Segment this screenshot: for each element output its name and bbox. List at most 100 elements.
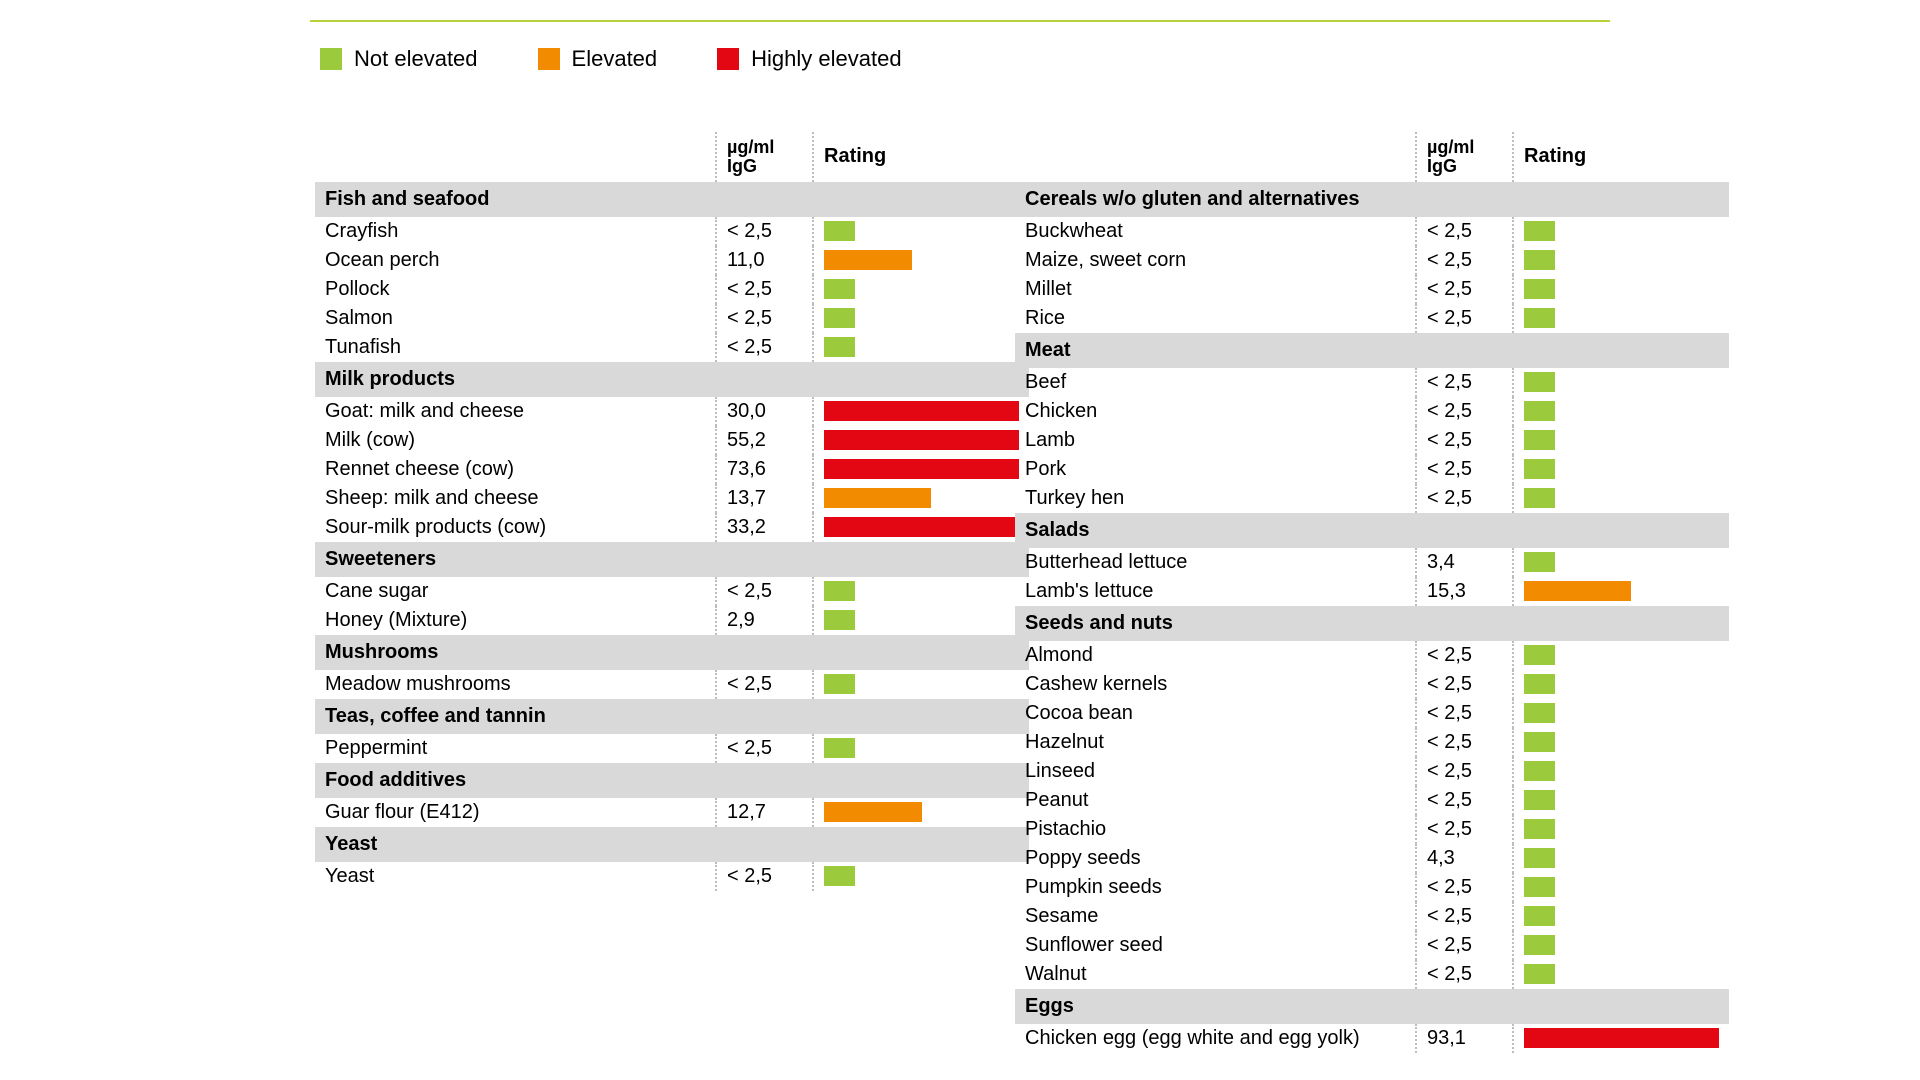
item-rating [1513, 873, 1729, 902]
item-value: 15,3 [1416, 577, 1513, 606]
item-row: Sunflower seed< 2,5 [1015, 931, 1729, 960]
item-name: Sour-milk products (cow) [315, 513, 716, 542]
item-name: Maize, sweet corn [1015, 246, 1416, 275]
rating-bar [824, 581, 855, 601]
item-row: Sheep: milk and cheese13,7 [315, 484, 1029, 513]
item-value: 73,6 [716, 455, 813, 484]
group-label: Milk products [315, 362, 1029, 397]
rating-bar [1524, 308, 1555, 328]
item-name: Rennet cheese (cow) [315, 455, 716, 484]
item-row: Rice< 2,5 [1015, 304, 1729, 333]
item-rating [1513, 397, 1729, 426]
item-rating [1513, 368, 1729, 397]
rating-bar [1524, 552, 1555, 572]
table-header: µg/mlIgGRating [315, 132, 1029, 182]
item-name: Guar flour (E412) [315, 798, 716, 827]
legend-not-elevated: Not elevated [320, 46, 478, 72]
rating-bar [824, 802, 922, 822]
rating-bar [1524, 761, 1555, 781]
item-rating [1513, 455, 1729, 484]
group-row: Salads [1015, 513, 1729, 548]
item-value: < 2,5 [716, 577, 813, 606]
rating-bar [1524, 645, 1555, 665]
item-name: Cashew kernels [1015, 670, 1416, 699]
item-name: Yeast [315, 862, 716, 891]
item-row: Linseed< 2,5 [1015, 757, 1729, 786]
item-row: Cashew kernels< 2,5 [1015, 670, 1729, 699]
item-row: Cocoa bean< 2,5 [1015, 699, 1729, 728]
rating-bar [824, 488, 931, 508]
item-row: Lamb< 2,5 [1015, 426, 1729, 455]
group-label: Yeast [315, 827, 1029, 862]
item-row: Millet< 2,5 [1015, 275, 1729, 304]
item-row: Yeast< 2,5 [315, 862, 1029, 891]
rating-bar [824, 610, 855, 630]
legend-label-not-elevated: Not elevated [354, 46, 478, 72]
item-rating [813, 304, 1029, 333]
group-row: Teas, coffee and tannin [315, 699, 1029, 734]
group-label: Cereals w/o gluten and alternatives [1015, 182, 1729, 217]
item-row: Buckwheat< 2,5 [1015, 217, 1729, 246]
item-rating [1513, 304, 1729, 333]
legend-label-elevated: Elevated [572, 46, 658, 72]
item-row: Pumpkin seeds< 2,5 [1015, 873, 1729, 902]
item-name: Pollock [315, 275, 716, 304]
item-row: Sour-milk products (cow)33,2 [315, 513, 1029, 542]
item-rating [1513, 1024, 1729, 1053]
item-value: < 2,5 [716, 304, 813, 333]
item-name: Peppermint [315, 734, 716, 763]
item-name: Lamb's lettuce [1015, 577, 1416, 606]
item-row: Walnut< 2,5 [1015, 960, 1729, 989]
item-value: 4,3 [1416, 844, 1513, 873]
group-label: Sweeteners [315, 542, 1029, 577]
rating-bar [824, 401, 1019, 421]
rating-bar [824, 430, 1019, 450]
item-value: < 2,5 [1416, 728, 1513, 757]
item-value: < 2,5 [1416, 304, 1513, 333]
item-name: Sesame [1015, 902, 1416, 931]
item-value: < 2,5 [1416, 902, 1513, 931]
item-value: < 2,5 [1416, 960, 1513, 989]
item-row: Honey (Mixture)2,9 [315, 606, 1029, 635]
legend-swatch-not-elevated [320, 48, 342, 70]
item-value: < 2,5 [1416, 246, 1513, 275]
item-row: Crayfish< 2,5 [315, 217, 1029, 246]
item-row: Peanut< 2,5 [1015, 786, 1729, 815]
group-row: Food additives [315, 763, 1029, 798]
right-column: µg/mlIgGRatingCereals w/o gluten and alt… [1015, 132, 1665, 1053]
item-rating [1513, 484, 1729, 513]
item-name: Ocean perch [315, 246, 716, 275]
rating-bar [824, 517, 1019, 537]
item-value: < 2,5 [1416, 786, 1513, 815]
item-value: < 2,5 [1416, 484, 1513, 513]
item-rating [1513, 577, 1729, 606]
columns: µg/mlIgGRatingFish and seafoodCrayfish< … [315, 132, 1920, 1053]
item-value: < 2,5 [716, 275, 813, 304]
item-name: Almond [1015, 641, 1416, 670]
rating-bar [1524, 372, 1555, 392]
item-name: Pumpkin seeds [1015, 873, 1416, 902]
item-name: Rice [1015, 304, 1416, 333]
item-row: Tunafish< 2,5 [315, 333, 1029, 362]
item-rating [813, 670, 1029, 699]
rating-bar [824, 674, 855, 694]
item-rating [813, 333, 1029, 362]
item-row: Goat: milk and cheese30,0 [315, 397, 1029, 426]
item-name: Meadow mushrooms [315, 670, 716, 699]
item-rating [1513, 960, 1729, 989]
group-label: Food additives [315, 763, 1029, 798]
group-label: Mushrooms [315, 635, 1029, 670]
item-value: < 2,5 [716, 217, 813, 246]
header-rating: Rating [1513, 132, 1729, 182]
item-rating [1513, 275, 1729, 304]
item-rating [1513, 699, 1729, 728]
item-rating [813, 513, 1029, 542]
item-name: Pork [1015, 455, 1416, 484]
item-rating [813, 217, 1029, 246]
item-row: Pistachio< 2,5 [1015, 815, 1729, 844]
item-rating [1513, 815, 1729, 844]
rating-bar [1524, 906, 1555, 926]
legend-swatch-elevated [538, 48, 560, 70]
rating-bar [824, 738, 855, 758]
item-value: < 2,5 [1416, 368, 1513, 397]
